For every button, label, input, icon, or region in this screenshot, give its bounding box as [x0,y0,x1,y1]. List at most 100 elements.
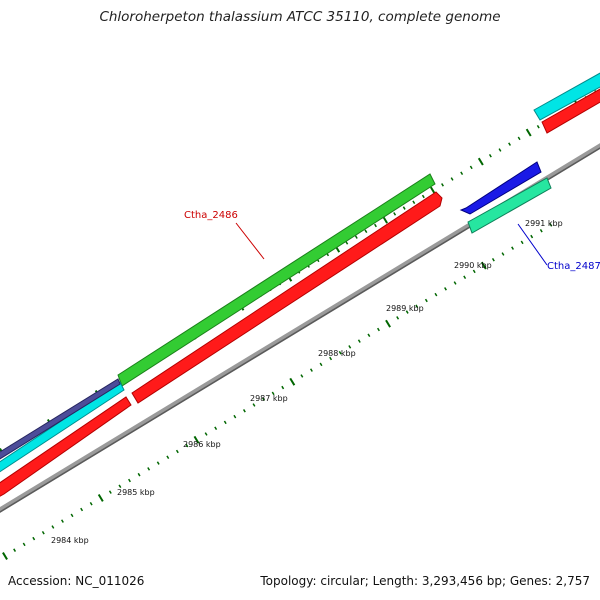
ruler-minor-tick [348,345,352,349]
ruler-major-tick [385,319,391,328]
kbp-label: 2990 kbp [454,261,492,270]
ruler-minor-tick [511,246,515,250]
ruler-minor-tick [70,513,74,518]
outer-minor-tick [441,183,444,187]
cds-track-red [0,88,600,499]
gene-red-1[interactable] [0,396,132,499]
outer-minor-tick [402,206,406,210]
ruler-minor-tick [329,356,333,361]
ruler-minor-tick [233,414,237,419]
outer-minor-tick [354,235,358,239]
outer-minor-tick [345,241,349,245]
kbp-label: 2991 kbp [525,219,563,228]
ruler-minor-tick [252,403,256,407]
kbp-label: 2989 kbp [386,304,424,313]
outer-major-tick [525,128,532,137]
ruler-minor-tick [377,327,380,332]
ruler-minor-tick [319,362,323,367]
ruler-minor-tick [80,507,84,512]
ruler-minor-tick [549,223,553,227]
outer-minor-tick [421,194,425,199]
ruler-minor-tick [214,426,218,430]
ruler-minor-tick [501,252,505,256]
outer-minor-tick [508,142,512,146]
ruler-minor-tick [271,391,275,396]
ruler-minor-tick [32,536,36,541]
kbp-label: 2986 kbp [183,440,221,449]
outer-minor-tick [536,124,540,129]
kbp-label: 2987 kbp [250,394,288,403]
ruler-minor-tick [108,490,112,494]
outer-minor-tick [374,223,377,228]
kbp-ruler [2,223,553,560]
kbp-label: 2985 kbp [117,488,155,497]
ruler-minor-tick [281,385,285,390]
gene-green[interactable] [117,173,436,387]
ruler-minor-tick [396,316,400,320]
ruler-minor-tick [491,258,495,262]
gene-ctha-2487[interactable] [459,161,542,215]
ruler-minor-tick [118,484,122,489]
ruler-minor-tick [51,525,55,529]
ruler-minor-tick [262,397,266,401]
map-title: Chloroherpeton thalassium ATCC 35110, co… [99,9,501,25]
gene-cyan-left[interactable] [0,381,125,475]
ruler-minor-tick [338,350,342,355]
kbp-label: 2984 kbp [51,536,89,545]
ruler-minor-tick [472,269,476,274]
ruler-minor-tick [530,234,534,239]
kbp-labels: 2984 kbp 2985 kbp 2986 kbp 2987 kbp 2988 kbp… [51,219,563,545]
ruler-minor-tick [300,374,304,378]
ruler-minor-tick [185,443,189,448]
ruler-major-tick [97,493,104,502]
ruler-major-tick [193,435,200,444]
ruler-minor-tick [424,298,428,303]
ruler-minor-tick [357,339,361,343]
outer-minor-tick [460,171,464,175]
ruler-minor-tick [463,275,467,279]
ruler-minor-tick [166,455,170,460]
ruler-minor-tick [128,478,131,483]
ruler-major-tick [2,552,8,560]
ruler-minor-tick [539,228,543,233]
ruler-minor-tick [242,409,246,413]
ruler-minor-tick [89,501,93,506]
outer-major-tick [477,157,484,166]
outer-minor-tick [412,200,416,205]
ruler-minor-tick [22,542,26,547]
ruler-minor-tick [520,240,524,245]
ruler-minor-tick [415,304,419,309]
kbp-label: 2988 kbp [318,349,356,358]
ruler-major-tick [480,261,487,270]
outer-minor-tick [517,136,521,141]
gene-teal[interactable] [467,177,552,234]
gene-ctha-2486-leader [235,222,265,260]
gene-ctha-2486-label[interactable]: Ctha_2486 [184,210,238,221]
ruler-minor-tick [60,519,64,523]
gene-ctha-2487-leader [517,223,548,266]
ruler-minor-tick [175,449,179,454]
ruler-minor-tick [147,467,151,471]
outer-minor-tick [393,212,397,216]
ruler-minor-tick [156,461,160,465]
gene-red-3[interactable] [541,88,600,134]
ruler-minor-tick [453,281,457,285]
ruler-major-tick [289,377,296,386]
ruler-minor-tick [444,287,447,291]
outer-minor-tick [498,148,502,152]
accession-label: Accession: NC_011026 [8,574,145,588]
ruler-minor-tick [405,310,409,314]
gene-ctha-2487-label[interactable]: Ctha_2487 [547,261,600,272]
ruler-minor-tick [41,531,45,535]
ruler-minor-tick [367,333,371,338]
ruler-minor-tick [204,432,208,436]
ruler-minor-tick [13,548,17,552]
ruler-minor-tick [309,368,313,372]
outer-minor-tick [488,154,492,158]
outer-minor-tick [364,229,368,234]
gene-slate[interactable] [0,378,121,462]
gene-ctha-2486[interactable] [131,191,443,404]
gene-cyan-right[interactable] [533,72,600,121]
ruler-minor-tick [434,292,438,297]
